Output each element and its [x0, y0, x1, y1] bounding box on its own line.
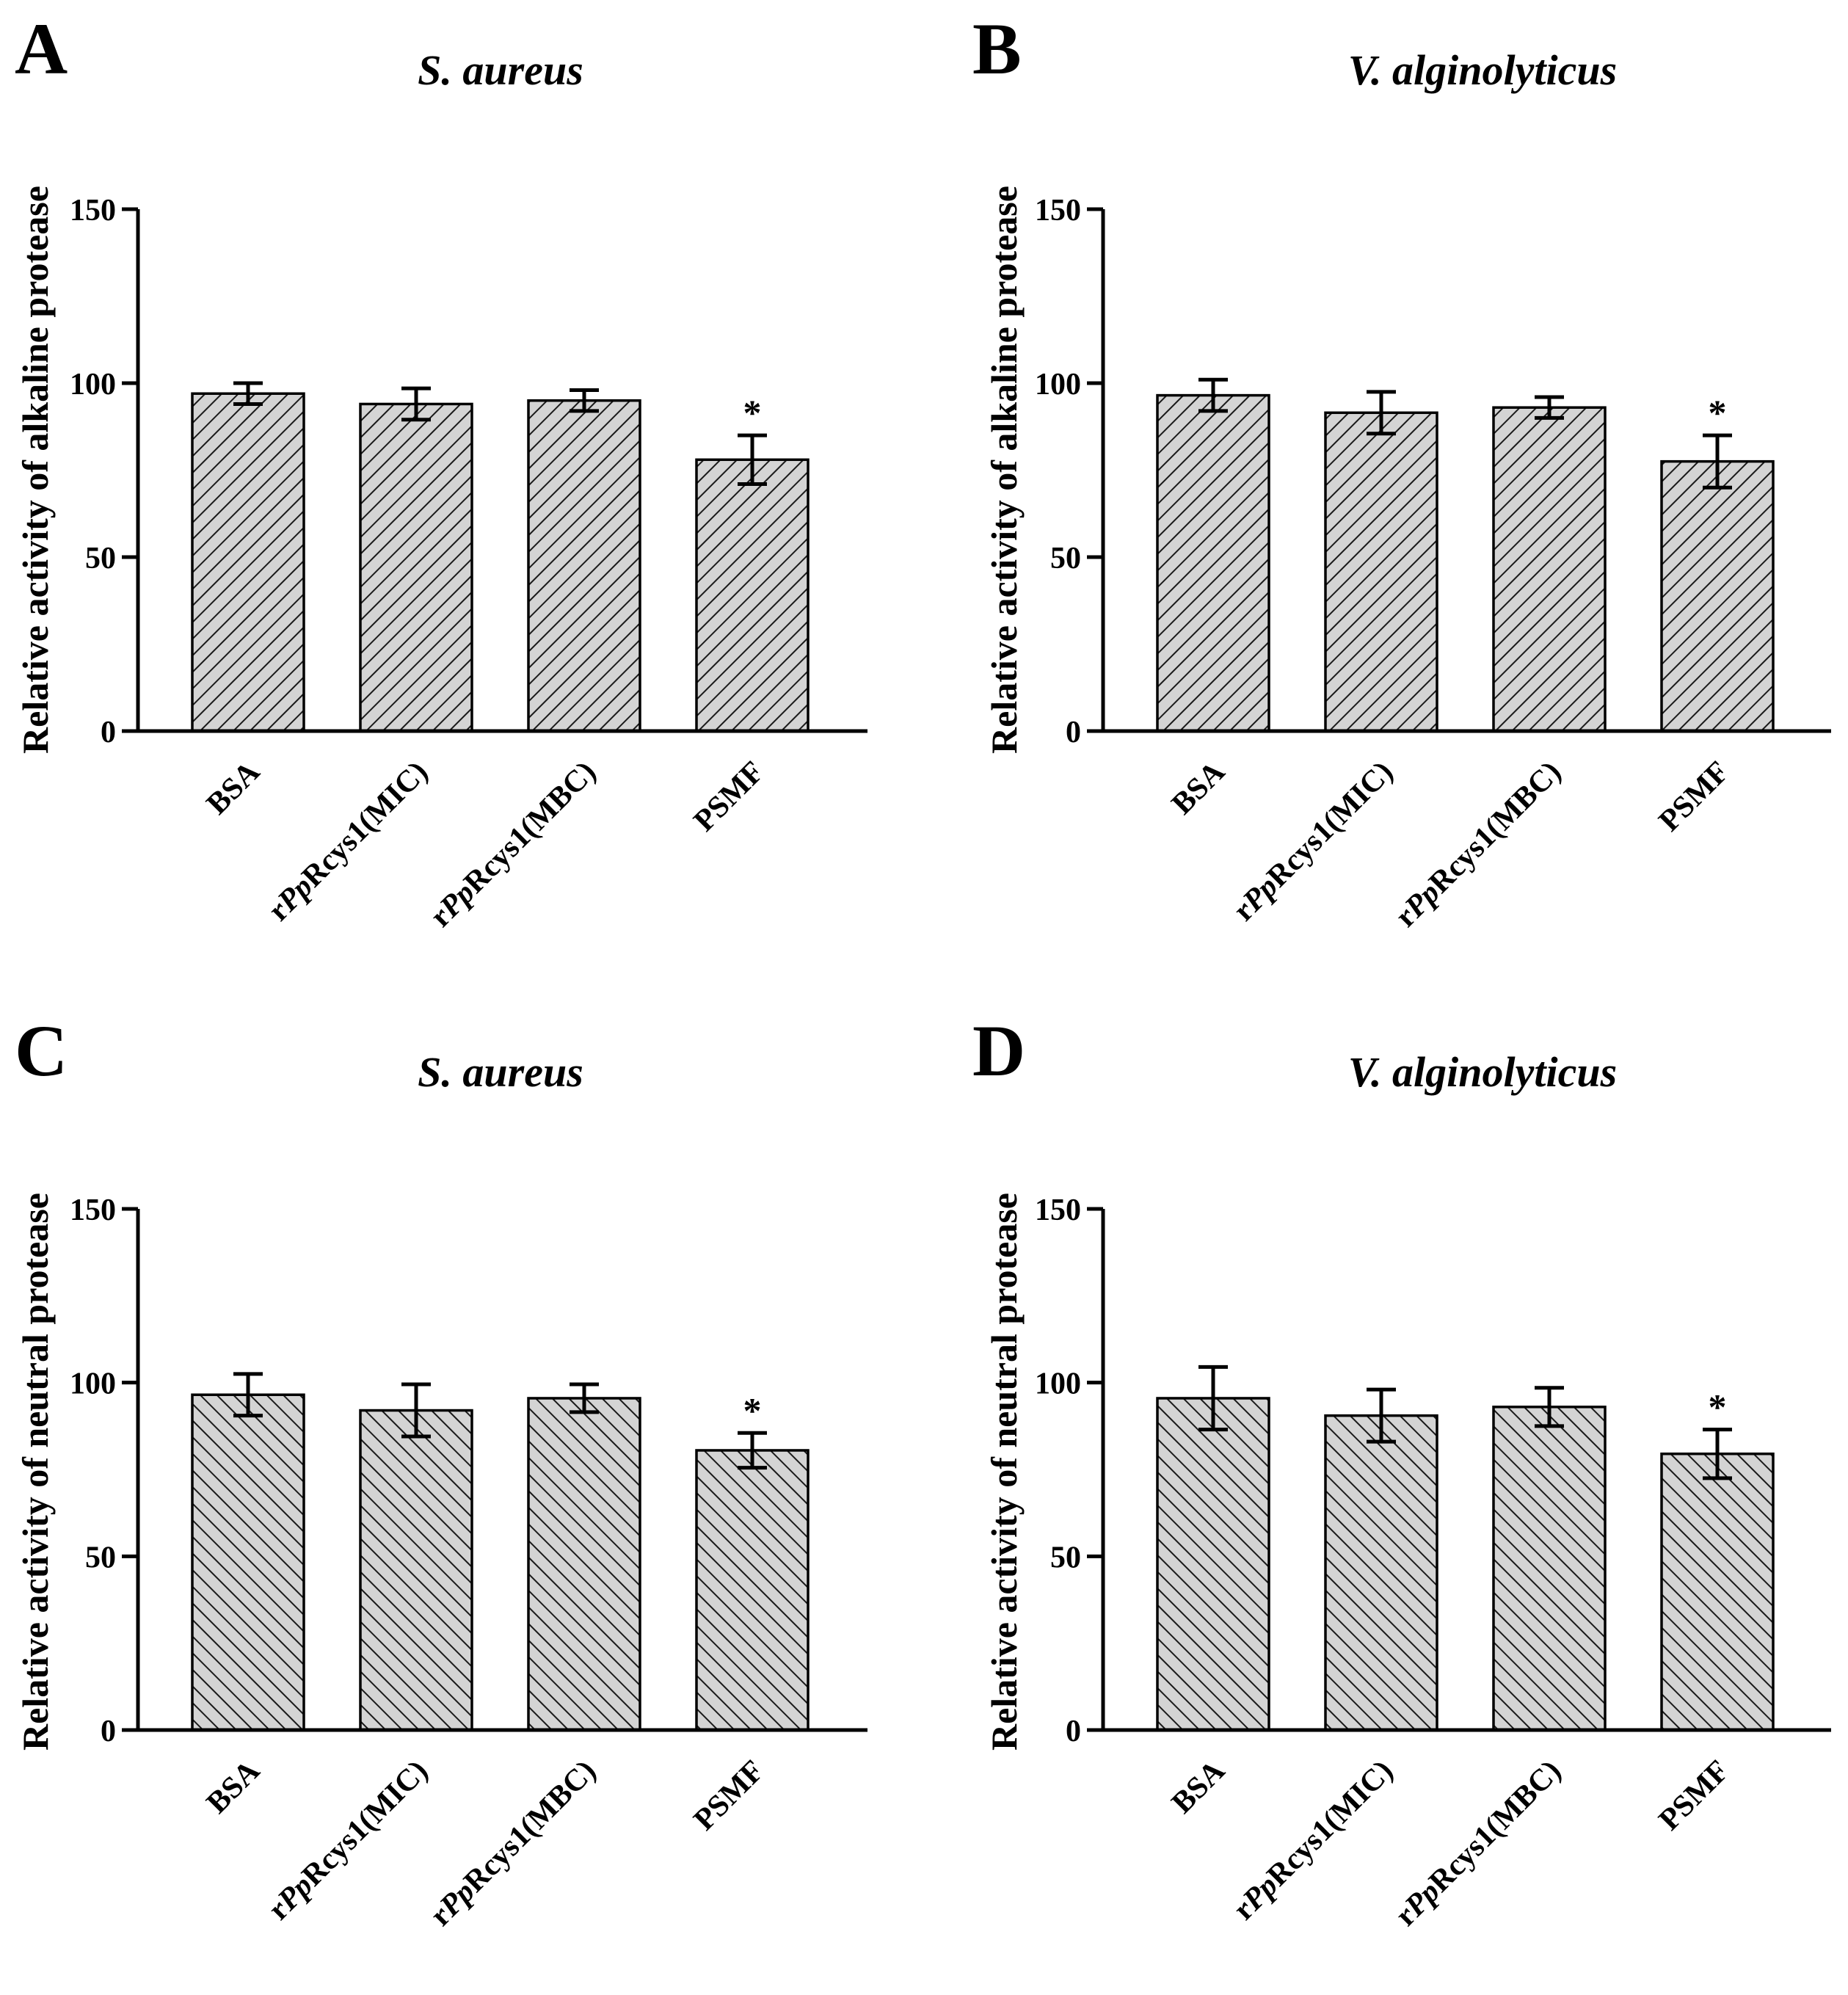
y-tick-label: 50 — [85, 542, 116, 575]
x-tick-label: rPpRcys1(MBC) — [423, 755, 603, 934]
y-tick-label: 150 — [1035, 194, 1081, 228]
y-axis-label: Relative activity of neutral protease — [15, 1193, 56, 1751]
panel-b: B V. alginolyticus Relative activity of … — [972, 8, 1831, 934]
y-tick-label: 0 — [101, 1715, 116, 1748]
x-tick-label: rPpRcys1(MBC) — [1389, 1754, 1568, 1933]
panel-title: S. aureus — [418, 46, 583, 94]
y-tick-label: 150 — [1035, 1193, 1081, 1227]
x-tick-label: PSMF — [1653, 1754, 1736, 1837]
x-tick-label: PSMF — [688, 755, 771, 838]
y-tick-label: 150 — [70, 1193, 116, 1227]
x-tick-label: BSA — [200, 755, 267, 821]
y-tick-label: 100 — [70, 1367, 116, 1401]
y-axis-label: Relative activity of alkaline protease — [983, 186, 1025, 754]
panel-title: V. alginolyticus — [1348, 1048, 1617, 1096]
significance-marker: * — [1709, 392, 1727, 433]
bar — [1660, 459, 1775, 733]
y-axis-label: Relative activity of neutral protease — [983, 1193, 1025, 1751]
bar — [1156, 1397, 1270, 1731]
bar — [191, 392, 305, 733]
significance-marker: * — [1709, 1387, 1727, 1428]
y-tick-label: 0 — [101, 716, 116, 749]
bar — [1492, 406, 1607, 733]
panel-title: V. alginolyticus — [1348, 46, 1617, 94]
panel-title: S. aureus — [418, 1048, 583, 1096]
x-tick-label: rPpRcys1(MBC) — [423, 1754, 603, 1933]
panel-c: C S. aureus Relative activity of neutral… — [15, 1010, 867, 1933]
bar — [359, 1409, 473, 1731]
bar — [359, 402, 473, 733]
y-tick-label: 100 — [1035, 1367, 1081, 1401]
significance-marker: * — [743, 392, 762, 433]
panel-letter: D — [972, 1010, 1025, 1091]
bar — [527, 399, 641, 733]
significance-marker: * — [743, 1389, 762, 1431]
x-tick-label: rPpRcys1(MIC) — [262, 1754, 434, 1927]
y-tick-label: 0 — [1066, 1715, 1081, 1748]
x-tick-label: BSA — [200, 1754, 267, 1820]
bar — [1324, 411, 1438, 733]
panel-a: A S. aureus Relative activity of alkalin… — [15, 8, 867, 934]
y-tick-label: 50 — [85, 1541, 116, 1574]
bar — [1156, 393, 1270, 733]
y-tick-label: 50 — [1050, 1541, 1081, 1574]
x-tick-label: PSMF — [1653, 755, 1736, 838]
bar — [695, 1449, 810, 1731]
bar — [1660, 1452, 1775, 1731]
bar — [191, 1393, 305, 1731]
x-tick-label: rPpRcys1(MBC) — [1389, 755, 1568, 934]
panel-letter: B — [972, 8, 1022, 90]
y-axis-label: Relative activity of alkaline protease — [15, 186, 56, 754]
y-tick-label: 0 — [1066, 716, 1081, 749]
panel-letter: A — [15, 8, 68, 90]
x-tick-label: rPpRcys1(MIC) — [262, 755, 434, 928]
y-tick-label: 100 — [70, 368, 116, 401]
x-tick-label: rPpRcys1(MIC) — [1227, 755, 1400, 928]
x-tick-label: BSA — [1165, 1754, 1232, 1820]
bar — [1324, 1414, 1438, 1731]
y-tick-label: 100 — [1035, 368, 1081, 401]
bar — [527, 1397, 641, 1731]
x-tick-label: PSMF — [688, 1754, 771, 1837]
y-tick-label: 150 — [70, 194, 116, 228]
panel-letter: C — [15, 1010, 68, 1091]
y-tick-label: 50 — [1050, 542, 1081, 575]
x-tick-label: rPpRcys1(MIC) — [1227, 1754, 1400, 1927]
x-tick-label: BSA — [1165, 755, 1232, 821]
panel-d: D V. alginolyticus Relative activity of … — [972, 1010, 1831, 1933]
bar — [1492, 1406, 1607, 1731]
bar — [695, 458, 810, 733]
